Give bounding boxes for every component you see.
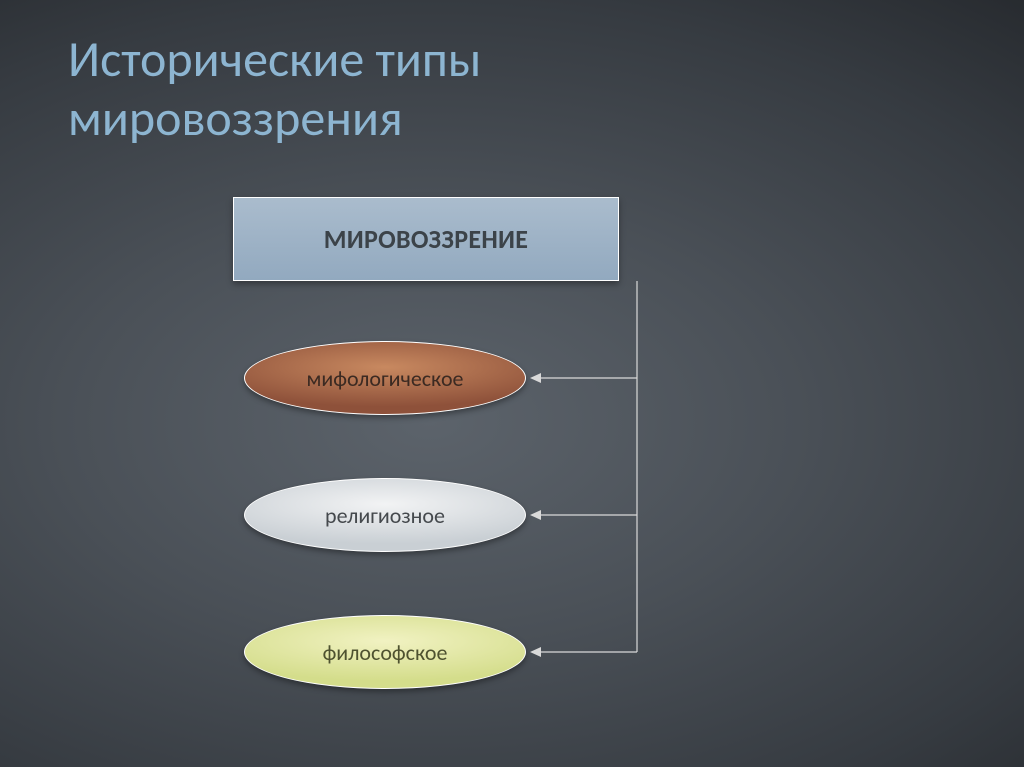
child-node-label-1: религиозное bbox=[325, 502, 445, 529]
child-node-label-2: философское bbox=[323, 639, 448, 666]
title-line1: Исторические типы bbox=[68, 29, 481, 90]
title-line2: мировоззрения bbox=[68, 88, 403, 149]
child-node-2: философское bbox=[244, 615, 526, 689]
child-node-1: религиозное bbox=[244, 478, 526, 552]
child-node-label-0: мифологическое bbox=[306, 365, 463, 392]
child-node-0: мифологическое bbox=[244, 341, 526, 415]
slide-title: Исторические типы мировоззрения bbox=[68, 30, 481, 148]
root-node-label: МИРОВОЗЗРЕНИЕ bbox=[324, 223, 529, 255]
root-node: МИРОВОЗЗРЕНИЕ bbox=[233, 197, 619, 281]
